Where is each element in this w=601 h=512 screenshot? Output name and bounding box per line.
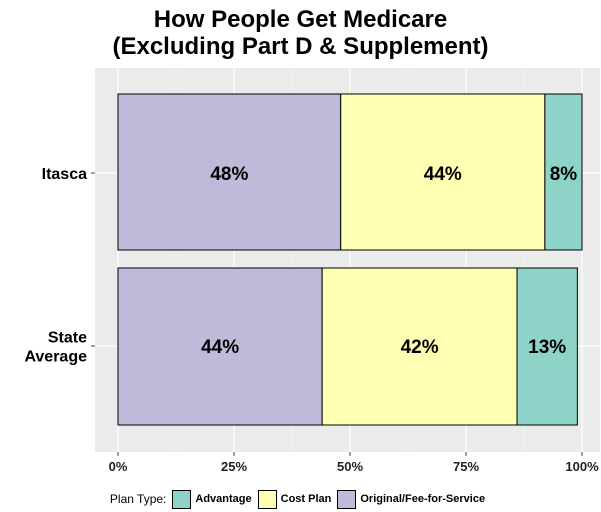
x-tick-label: 75% [453,459,479,474]
bar-segment [117,93,342,251]
legend-label: Advantage [195,493,252,505]
x-tick-label: 50% [337,459,363,474]
legend-label: Cost Plan [280,493,332,505]
category-label: State [48,330,87,347]
category-label: Itasca [42,166,87,183]
x-tick-label: 100% [565,459,599,474]
legend-swatch [172,489,192,509]
bar-segment [516,267,578,426]
legend-title: Plan Type: [109,492,167,506]
bar-segment [544,93,583,251]
bar-segment [117,267,323,426]
bar-value-label: 13% [528,337,566,358]
bar-segment [340,93,546,251]
x-tick-label: 25% [221,459,247,474]
bar-value-label: 44% [424,164,462,185]
legend-item: Advantage [172,489,252,509]
legend-item: Original/Fee-for-Service [337,489,486,509]
bar-segment [321,267,518,426]
legend: Plan Type: Advantage Cost Plan Original/Fe… [0,488,601,510]
x-tick-label: 0% [109,459,128,474]
bar-value-label: 42% [401,337,439,358]
bar-value-label: 8% [550,164,578,185]
chart-title-line-2: (Excluding Part D & Supplement) [112,33,489,60]
bar-value-label: 48% [210,164,248,185]
legend-label: Original/Fee-for-Service [360,493,486,505]
chart-title-line-1: How People Get Medicare [153,6,448,33]
legend-swatch [257,489,277,509]
legend-swatch [337,489,357,509]
bar-value-label: 44% [201,337,239,358]
category-label: Average [24,349,87,366]
legend-item: Cost Plan [257,489,332,509]
